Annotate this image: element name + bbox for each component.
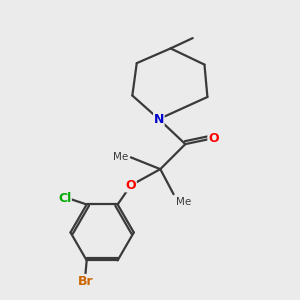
Text: N: N	[154, 112, 164, 126]
Text: Br: Br	[77, 274, 93, 287]
Text: O: O	[208, 132, 219, 145]
Text: Cl: Cl	[58, 192, 71, 205]
Text: Me: Me	[113, 152, 128, 162]
Text: O: O	[125, 179, 136, 192]
Text: Me: Me	[176, 197, 191, 207]
